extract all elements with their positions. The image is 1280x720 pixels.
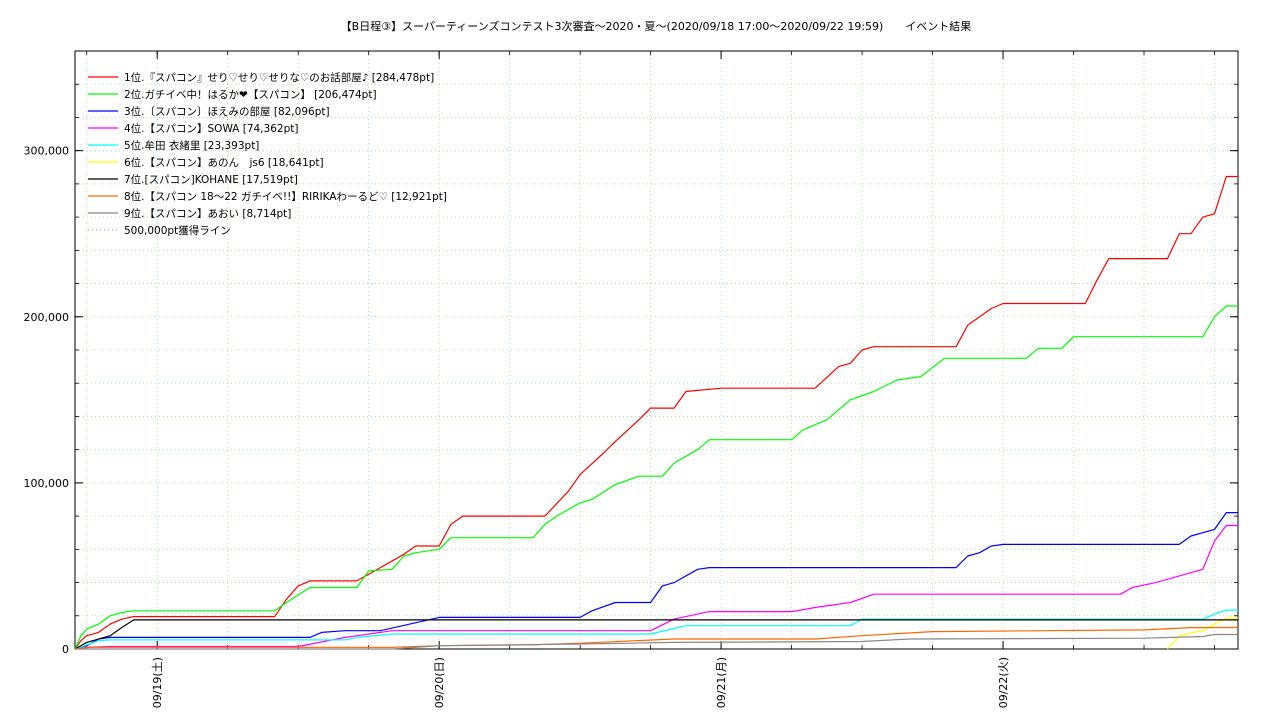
legend-label-7: 7位.[スパコン]KOHANE [17,519pt] [124,173,298,186]
y-tick-label: 0 [62,643,69,656]
series-line-6 [1167,617,1238,650]
legend-label-4: 4位.【スパコン】SOWA [74,362pt] [124,122,299,135]
y-tick-label: 200,000 [24,311,70,324]
legend: 1位.『スパコン』せり♡せり♡せりな♡のお話部屋♪ [284,478pt] 2位.… [88,71,447,237]
axes: 0 100,000 200,000 300,000 09/19(土) 09/20(日) 09… [24,50,1239,708]
series-line-8 [74,626,1239,650]
series-line-1 [74,175,1238,650]
series-line-3 [74,512,1238,650]
y-tick-label: 100,000 [24,477,70,490]
legend-label-9: 9位.【スパコン】あおい [8,714pt] [124,207,291,220]
chart-title: 【B日程③】スーパーティーンズコンテスト3次審査〜2020・夏〜(2020/09… [341,19,972,33]
legend-label-5: 5位.牟田 衣緒里 [23,393pt] [124,139,259,152]
x-tick-label: 09/20(日) [433,657,446,708]
x-tick-label: 09/22(火) [997,657,1010,708]
series-line-2 [74,305,1238,650]
series-group [74,175,1239,650]
series-line-7 [74,619,1238,650]
series-line-5 [74,609,1238,650]
x-tick-label: 09/19(土) [151,657,164,708]
legend-label-reference: 500,000pt獲得ライン [124,224,231,237]
legend-label-2: 2位.ガチイベ中！はるか❤【スパコン】 [206,474pt] [124,88,377,101]
legend-label-3: 3位.〔スパコン〕ほえみの部屋 [82,096pt] [124,105,330,118]
legend-label-1: 1位.『スパコン』せり♡せり♡せりな♡のお話部屋♪ [284,478pt] [124,71,434,84]
legend-label-6: 6位.【スパコン】あのん js6 [18,641pt] [124,156,324,169]
y-tick-label: 300,000 [24,145,70,158]
x-tick-label: 09/21(月) [715,657,728,708]
plot-frame [74,50,1239,650]
series-line-9 [75,633,1238,650]
legend-label-8: 8位.【スパコン 18〜22 ガチイベ!!】RIRIKAわーるど♡ [12,92… [124,190,447,203]
